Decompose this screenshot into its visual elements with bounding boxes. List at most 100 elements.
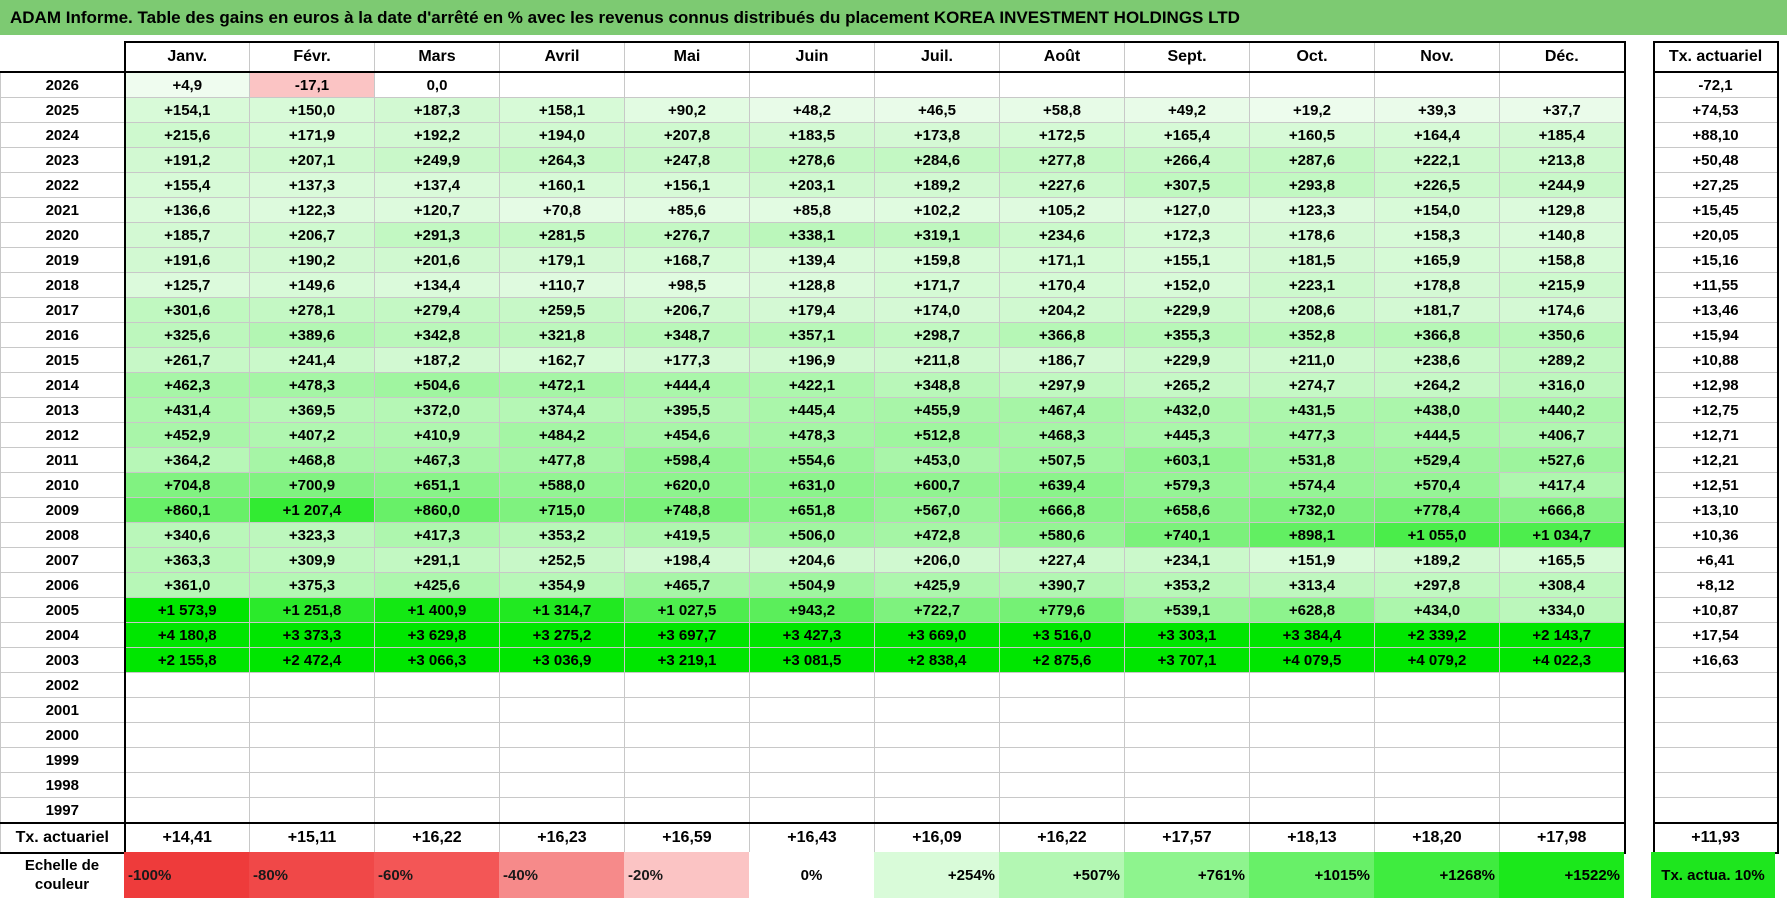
value-cell: +265,2 (1124, 372, 1250, 398)
value-cell: +631,0 (749, 472, 875, 498)
value-cell: +722,7 (874, 597, 1000, 623)
value-cell (1499, 772, 1626, 798)
summary-value: +16,22 (374, 822, 500, 854)
value-cell: +425,9 (874, 572, 1000, 598)
value-cell: +85,6 (624, 197, 750, 223)
value-cell: +196,9 (749, 347, 875, 373)
value-cell: +3 303,1 (1124, 622, 1250, 648)
value-cell: +226,5 (1374, 172, 1500, 198)
value-cell: +357,1 (749, 322, 875, 348)
value-cell: +504,6 (374, 372, 500, 398)
year-label: 1999 (0, 747, 125, 773)
value-cell: +139,4 (749, 247, 875, 273)
value-cell (1374, 772, 1500, 798)
value-cell (499, 747, 625, 773)
value-cell (249, 722, 375, 748)
gap-cell (1624, 722, 1654, 748)
gap-cell (1624, 622, 1654, 648)
summary-value: +16,22 (999, 822, 1125, 854)
table-row: 2025 +154,1 +150,0 +187,3 +158,1 +90,2 +48,2 +4… (0, 97, 1779, 123)
value-cell (1374, 672, 1500, 698)
value-cell: +407,2 (249, 422, 375, 448)
value-cell: +353,2 (1124, 572, 1250, 598)
value-cell: +570,4 (1374, 472, 1500, 498)
value-cell: +49,2 (1124, 97, 1250, 123)
value-cell: +472,1 (499, 372, 625, 398)
value-cell (874, 697, 1000, 723)
value-cell: +207,8 (624, 122, 750, 148)
summary-value: +17,57 (1124, 822, 1250, 854)
gap-cell (1624, 597, 1654, 623)
value-cell (1249, 697, 1375, 723)
value-cell: +445,3 (1124, 422, 1250, 448)
value-cell: +189,2 (1374, 547, 1500, 573)
tx-cell: +20,05 (1652, 222, 1779, 248)
tx-cell: +12,98 (1652, 372, 1779, 398)
value-cell: +431,4 (123, 397, 250, 423)
value-cell: +223,1 (1249, 272, 1375, 298)
month-header: Sept. (1124, 41, 1250, 73)
value-cell: +477,3 (1249, 422, 1375, 448)
summary-value: +16,09 (874, 822, 1000, 854)
value-cell: +110,7 (499, 272, 625, 298)
gap-cell (1624, 72, 1654, 98)
table-row: 2024 +215,6 +171,9 +192,2 +194,0 +207,8 +183,5… (0, 122, 1779, 148)
value-cell: +173,8 (874, 122, 1000, 148)
value-cell (1249, 71, 1375, 98)
value-cell: +4,9 (123, 71, 250, 98)
tx-cell: +27,25 (1652, 172, 1779, 198)
value-cell: +172,3 (1124, 222, 1250, 248)
value-cell: +444,5 (1374, 422, 1500, 448)
scale-step: -100% (124, 852, 249, 898)
value-cell: +1 034,7 (1499, 522, 1626, 548)
value-cell (1499, 71, 1626, 98)
scale-row: Echelle de couleur -100% -80% -60% -40% -20% 0… (0, 852, 1775, 898)
value-cell: +353,2 (499, 522, 625, 548)
value-cell: +181,7 (1374, 297, 1500, 323)
value-cell: +732,0 (1249, 497, 1375, 523)
value-cell: +1 207,4 (249, 497, 375, 523)
table-row: 2006 +361,0 +375,3 +425,6 +354,9 +465,7 +504,9… (0, 572, 1779, 598)
value-cell: +206,7 (249, 222, 375, 248)
month-header: Mai (624, 41, 750, 73)
value-cell: +276,7 (624, 222, 750, 248)
tx-cell: +13,46 (1652, 297, 1779, 323)
value-cell: +120,7 (374, 197, 500, 223)
tx-cell: +12,21 (1652, 447, 1779, 473)
value-cell (1124, 772, 1250, 798)
year-label: 2001 (0, 697, 125, 723)
value-cell (1499, 747, 1626, 773)
value-cell: +506,0 (749, 522, 875, 548)
value-cell (123, 697, 250, 723)
gap-cell (1624, 572, 1654, 598)
value-cell: +444,4 (624, 372, 750, 398)
gap-cell (1624, 672, 1654, 698)
value-cell: +417,3 (374, 522, 500, 548)
value-cell: +472,8 (874, 522, 1000, 548)
value-cell: +291,1 (374, 547, 500, 573)
value-cell: +3 275,2 (499, 622, 625, 648)
value-cell: +1 251,8 (249, 597, 375, 623)
value-cell: +3 036,9 (499, 647, 625, 673)
month-header: Janv. (123, 41, 250, 73)
value-cell (249, 772, 375, 798)
value-cell: +150,0 (249, 97, 375, 123)
value-cell: +4 022,3 (1499, 647, 1626, 673)
summary-value: +15,11 (249, 822, 375, 854)
value-cell (749, 797, 875, 824)
value-cell: +165,5 (1499, 547, 1626, 573)
value-cell: +215,9 (1499, 272, 1626, 298)
scale-step: +254% (874, 852, 999, 898)
value-cell (123, 722, 250, 748)
value-cell: +229,9 (1124, 347, 1250, 373)
value-cell: +211,8 (874, 347, 1000, 373)
value-cell: +334,0 (1499, 597, 1626, 623)
value-cell: +274,7 (1249, 372, 1375, 398)
table-row: 2012 +452,9 +407,2 +410,9 +484,2 +454,6 +478,3… (0, 422, 1779, 448)
value-cell (1249, 672, 1375, 698)
value-cell: +261,7 (123, 347, 250, 373)
value-cell: +183,5 (749, 122, 875, 148)
value-cell: +179,4 (749, 297, 875, 323)
value-cell: +289,2 (1499, 347, 1626, 373)
value-cell: +277,8 (999, 147, 1125, 173)
